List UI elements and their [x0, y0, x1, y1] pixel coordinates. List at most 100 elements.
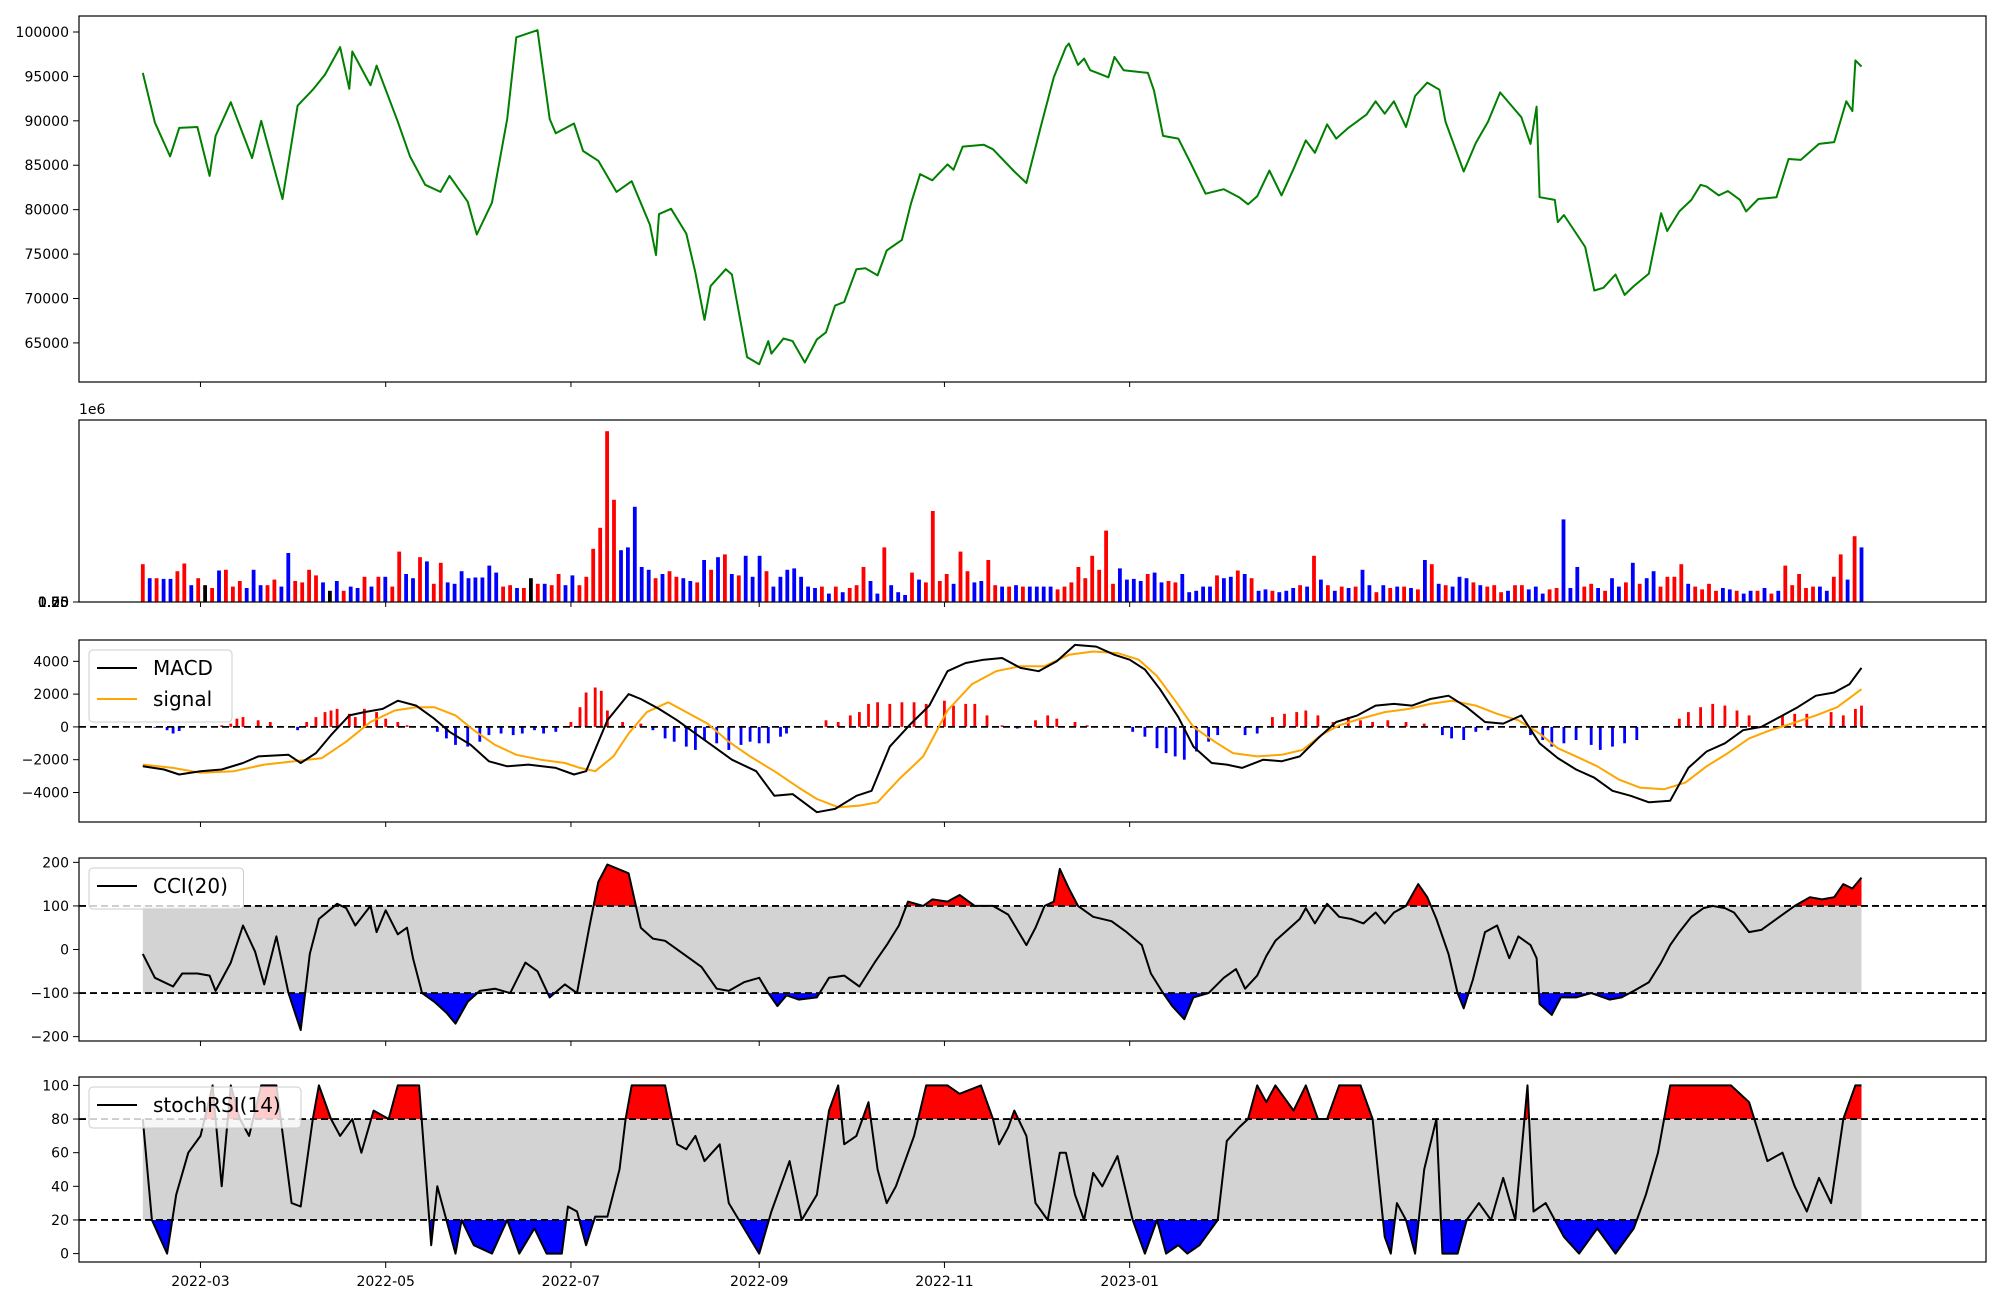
volume-bar	[1741, 593, 1746, 602]
volume-bar	[771, 586, 776, 602]
volume-bar	[1159, 582, 1164, 602]
volume-bar	[1353, 586, 1358, 602]
macd-histogram-bar	[1854, 708, 1857, 727]
volume-bar	[307, 569, 311, 602]
volume-bar	[1284, 590, 1289, 602]
volume-bar	[1339, 586, 1344, 602]
volume-bar	[515, 588, 519, 602]
y-tick-label: 1.25	[38, 595, 69, 611]
volume-bar	[1416, 589, 1420, 602]
macd-histogram-bar	[964, 703, 968, 727]
volume-bar	[355, 588, 360, 602]
volume-bar	[1104, 530, 1108, 602]
volume-bar	[1818, 586, 1822, 602]
volume-bar	[563, 585, 568, 602]
volume-bar	[1027, 586, 1032, 602]
macd-histogram-bar	[220, 725, 224, 727]
volume-bar	[251, 569, 256, 602]
y-tick-label: 100000	[16, 25, 69, 41]
volume-bar	[487, 565, 492, 602]
macd-histogram-bar	[584, 692, 588, 727]
y-tick-label: −2000	[22, 753, 69, 769]
volume-bar	[1256, 590, 1261, 602]
y-tick-label: 40	[51, 1179, 69, 1195]
macd-histogram-bar	[1000, 725, 1004, 727]
signal-line	[142, 650, 1863, 809]
volume-bar	[231, 586, 235, 602]
macd-histogram-bar	[651, 726, 655, 731]
macd-histogram-bar	[268, 722, 272, 727]
volume-bar	[854, 585, 859, 602]
x-tick-label: 2022-09	[730, 1274, 789, 1290]
macd-histogram-bar	[785, 726, 788, 734]
y-tick-label: 60	[51, 1146, 69, 1162]
macd-histogram-bar	[445, 726, 448, 739]
cci-neutral-band	[142, 905, 1862, 994]
macd-histogram-bar	[1723, 705, 1727, 727]
macd-histogram-bar	[305, 722, 309, 727]
macd-histogram-bar	[1589, 726, 1593, 745]
volume-bar	[1506, 590, 1510, 602]
macd-histogram-bar	[296, 726, 299, 731]
macd-histogram-bar	[703, 726, 706, 740]
x-tick-label: 2022-05	[356, 1274, 415, 1290]
volume-bar	[1644, 578, 1649, 602]
macd-histogram-bar	[1131, 726, 1135, 732]
volume-bar	[695, 582, 700, 602]
volume-bar	[1429, 564, 1434, 602]
macd-histogram-bar	[1155, 726, 1159, 749]
volume-bar	[459, 571, 464, 602]
macd-histogram-bar	[323, 712, 327, 727]
volume-bar	[889, 585, 894, 602]
macd-histogram-bar	[1182, 726, 1186, 760]
volume-bar	[1402, 586, 1406, 602]
volume-bar	[646, 569, 651, 602]
volume-bar	[785, 569, 790, 602]
volume-bar	[1561, 519, 1566, 602]
volume-bar	[1630, 562, 1635, 602]
macd-histogram-bar	[1841, 715, 1845, 727]
volume-bar	[1651, 571, 1656, 602]
y-tick-label: 100	[42, 899, 69, 915]
volume-bar	[535, 583, 540, 602]
macd-histogram-bar	[1735, 710, 1739, 727]
volume-bar	[1395, 586, 1400, 602]
macd-histogram-bar	[396, 722, 400, 727]
band-fills-layer	[142, 865, 1862, 1254]
volume-bar	[390, 586, 395, 602]
volume-bar	[1409, 588, 1413, 602]
volume-bar	[861, 567, 866, 602]
macd-histogram-bar	[554, 726, 558, 732]
volume-bar	[1790, 585, 1795, 602]
macd-histogram-bar	[165, 726, 169, 731]
volume-bar	[1443, 585, 1448, 602]
legend-entry: stochRSI(14)	[153, 1093, 281, 1117]
macd-histogram-bar	[1860, 705, 1863, 727]
macd-histogram-bar	[241, 717, 245, 727]
volume-bar	[1672, 576, 1677, 602]
volume-bar	[265, 585, 270, 602]
legends-layer: MACD signal CCI(20) stochRSI(14)	[88, 649, 302, 1129]
volume-bar	[806, 586, 810, 602]
macd-histogram-bar	[1598, 726, 1602, 750]
volume-bar	[1249, 578, 1254, 602]
volume-bar	[348, 586, 353, 602]
volume-bar	[1215, 575, 1219, 602]
volume-bar	[244, 588, 249, 602]
volume-bar	[1346, 588, 1351, 602]
volume-bar	[1575, 567, 1580, 602]
volume-bar	[972, 582, 977, 602]
macd-histogram-bar	[867, 703, 870, 727]
volume-bar	[224, 569, 228, 602]
macd-histogram-bar	[1635, 726, 1639, 740]
macd-histogram-bar	[1611, 726, 1614, 747]
price-line	[141, 29, 1863, 366]
y-tick-label: 0.25	[38, 595, 69, 611]
volume-bar	[702, 560, 706, 602]
volume-bar	[328, 590, 332, 602]
volume-bar	[716, 557, 720, 602]
volume-bar	[958, 551, 963, 602]
volume-bar	[196, 578, 201, 602]
macd-histogram-bar	[952, 705, 955, 727]
